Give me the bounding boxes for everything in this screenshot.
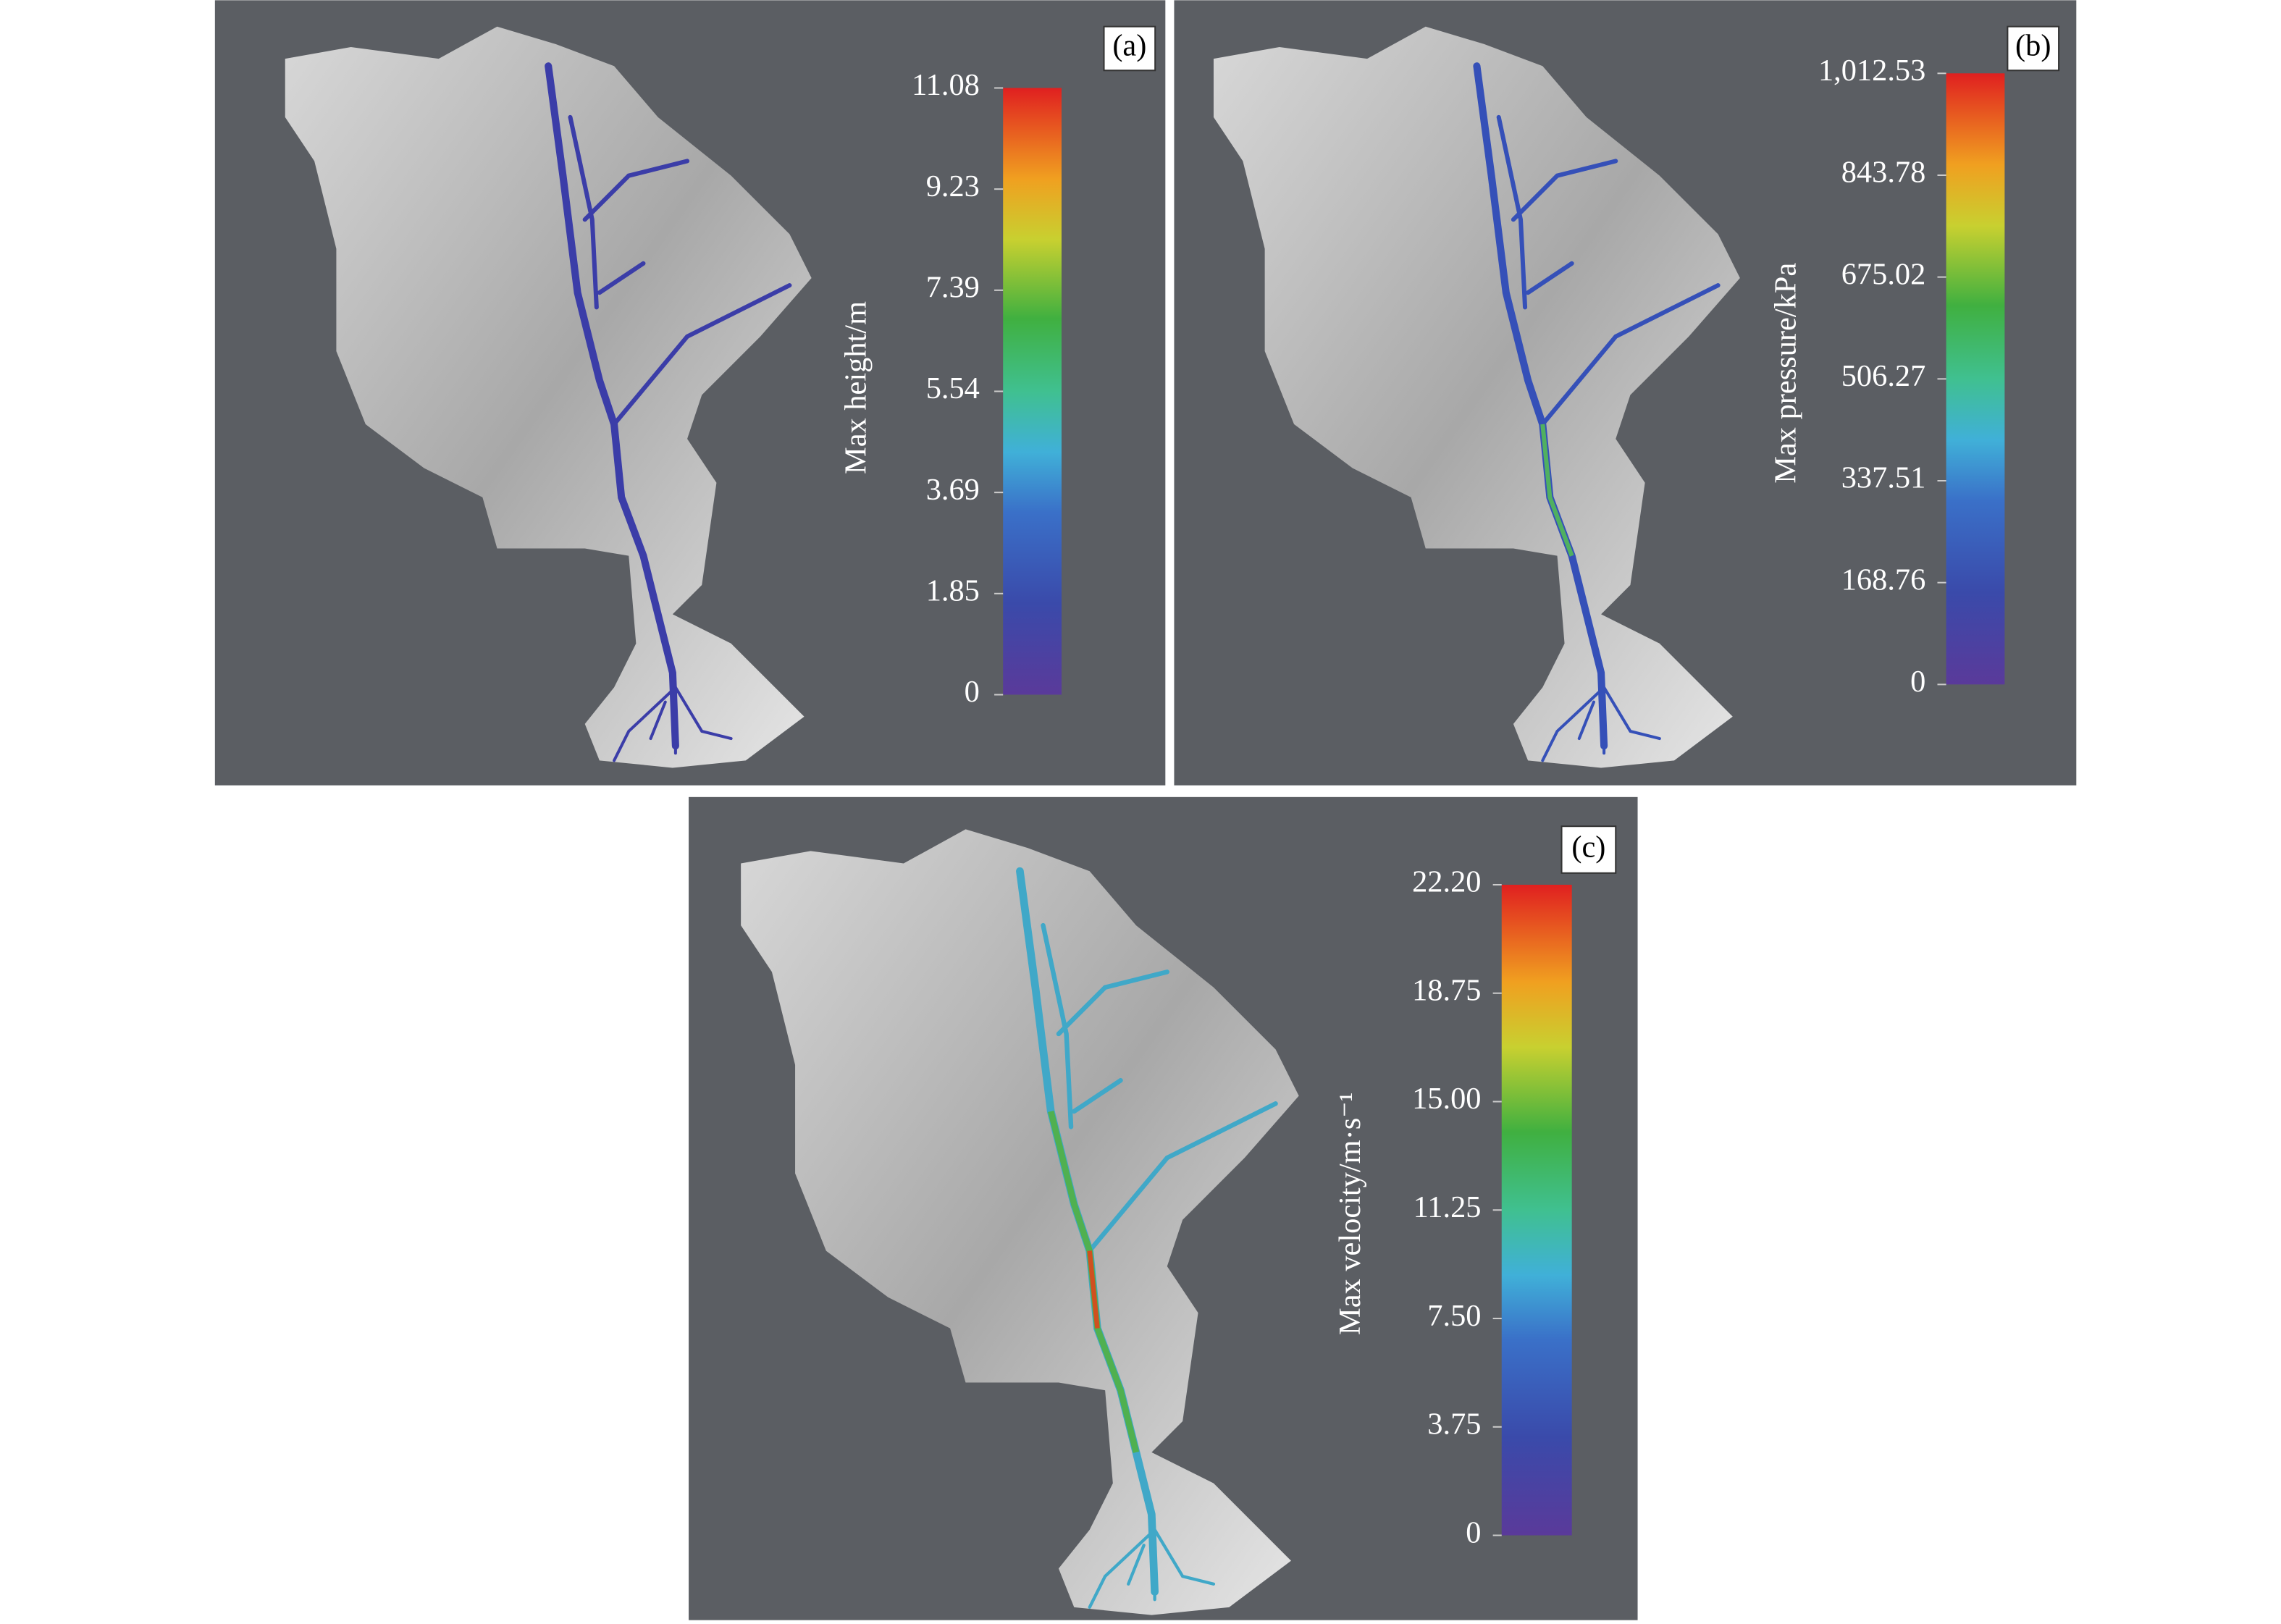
- colorbar-title: Max pressure/kPa: [1769, 263, 1803, 484]
- tick-label: 1.85: [926, 574, 980, 608]
- tick-label: 22.20: [1412, 865, 1481, 899]
- tick-label: 675.02: [1841, 257, 1926, 291]
- tick-label: 337.51: [1841, 461, 1926, 495]
- tick-label: 3.69: [926, 473, 980, 507]
- tick-label: 15.00: [1412, 1082, 1481, 1116]
- panel-label: (a): [1112, 29, 1146, 63]
- map: [1213, 26, 1740, 768]
- tick-label: 5.54: [926, 371, 980, 405]
- tick-label: 9.23: [926, 169, 980, 203]
- colorbar-title: Max height/m: [839, 301, 873, 474]
- colorbar: 11.08 9.23 7.39 5.54 3.69 1.85 0 Max height/m: [839, 68, 1062, 709]
- panel-label: (c): [1571, 830, 1605, 864]
- tick-label: 3.75: [1427, 1408, 1481, 1442]
- colorbar-gradient: [1501, 884, 1572, 1536]
- colorbar: 22.20 18.75 15.00 11.25 7.50 3.75 0 Max velocit…: [1333, 865, 1572, 1549]
- colorbar-gradient: [1003, 88, 1062, 695]
- tick-label: 0: [1910, 665, 1925, 699]
- tick-label: 506.27: [1841, 359, 1926, 393]
- tick-label: 11.25: [1413, 1190, 1482, 1224]
- panel-label-box: [2007, 25, 2060, 72]
- panel-label-box: [1560, 825, 1617, 874]
- panel-label: (b): [2015, 29, 2051, 63]
- panel-label-box: [1103, 25, 1156, 72]
- colorbar: 1,012.53 843.78 675.02 506.27 337.51 168.76 0 M…: [1769, 54, 2005, 699]
- tick-label: 0: [1466, 1515, 1481, 1549]
- map: [741, 829, 1299, 1615]
- tick-label: 7.50: [1427, 1299, 1481, 1333]
- tick-label: 168.76: [1841, 563, 1926, 597]
- tick-label: 11.08: [912, 68, 980, 102]
- colorbar-gradient: [1946, 73, 2005, 685]
- colorbar-title: Max velocity/m·s⁻¹: [1333, 1093, 1367, 1335]
- tick-label: 0: [965, 675, 980, 709]
- tick-label: 1,012.53: [1818, 54, 1925, 88]
- tick-label: 18.75: [1412, 973, 1481, 1007]
- tick-label: 843.78: [1841, 156, 1926, 190]
- tick-label: 7.39: [926, 271, 980, 305]
